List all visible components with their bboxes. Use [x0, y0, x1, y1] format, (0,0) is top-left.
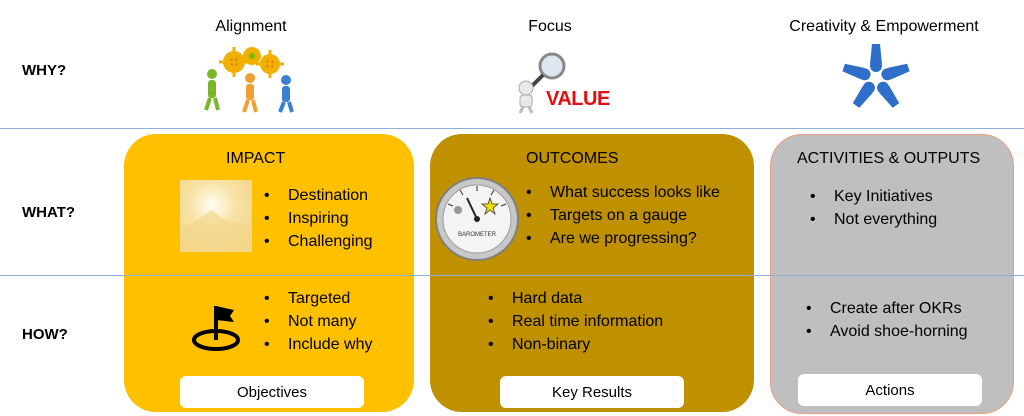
list-item: What success looks like	[524, 181, 720, 204]
list-item: Targets on a gauge	[524, 204, 720, 227]
list-item: Include why	[262, 333, 373, 356]
impact-how-list: Targeted Not many Include why	[262, 287, 373, 356]
list-item: Key Initiatives	[808, 185, 937, 208]
tag-actions: Actions	[798, 374, 982, 406]
row-label-why: WHY?	[22, 62, 66, 79]
row-label-what: WHAT?	[22, 204, 75, 221]
list-item: Inspiring	[262, 207, 373, 230]
panel-title-impact: IMPACT	[226, 150, 285, 168]
divider-what-how	[0, 275, 1024, 276]
panel-title-activities: ACTIVITIES & OUTPUTS	[797, 150, 980, 168]
list-item: Not everything	[808, 208, 937, 231]
list-item: Not many	[262, 310, 373, 333]
list-item: Targeted	[262, 287, 373, 310]
barometer-label: BAROMETER	[455, 232, 499, 238]
impact-what-list: Destination Inspiring Challenging	[262, 184, 373, 253]
sunrise-image-icon	[180, 180, 252, 252]
list-item: Real time information	[486, 310, 663, 333]
flag-target-icon	[186, 300, 248, 354]
outcomes-how-list: Hard data Real time information Non-bina…	[486, 287, 663, 356]
panel-objectives	[124, 134, 414, 412]
people-gears-icon	[200, 44, 300, 114]
value-word: VALUE	[546, 88, 610, 111]
list-item: Hard data	[486, 287, 663, 310]
column-header-creativity: Creativity & Empowerment	[754, 18, 1014, 36]
activities-how-list: Create after OKRs Avoid shoe-horning	[804, 297, 968, 343]
tag-key-results: Key Results	[500, 376, 684, 408]
list-item: Create after OKRs	[804, 297, 968, 320]
list-item: Non-binary	[486, 333, 663, 356]
column-header-focus: Focus	[420, 18, 680, 36]
list-item: Destination	[262, 184, 373, 207]
list-item: Challenging	[262, 230, 373, 253]
list-item: Avoid shoe-horning	[804, 320, 968, 343]
hands-circle-icon	[838, 42, 914, 114]
panel-title-outcomes: OUTCOMES	[526, 150, 618, 168]
divider-why-what	[0, 128, 1024, 129]
panel-actions	[770, 134, 1014, 414]
list-item: Are we progressing?	[524, 227, 720, 250]
column-header-alignment: Alignment	[121, 18, 381, 36]
activities-what-list: Key Initiatives Not everything	[808, 185, 937, 231]
tag-objectives: Objectives	[180, 376, 364, 408]
barometer-gauge-icon	[434, 176, 520, 262]
outcomes-what-list: What success looks like Targets on a gau…	[524, 181, 720, 250]
row-label-how: HOW?	[22, 326, 68, 343]
